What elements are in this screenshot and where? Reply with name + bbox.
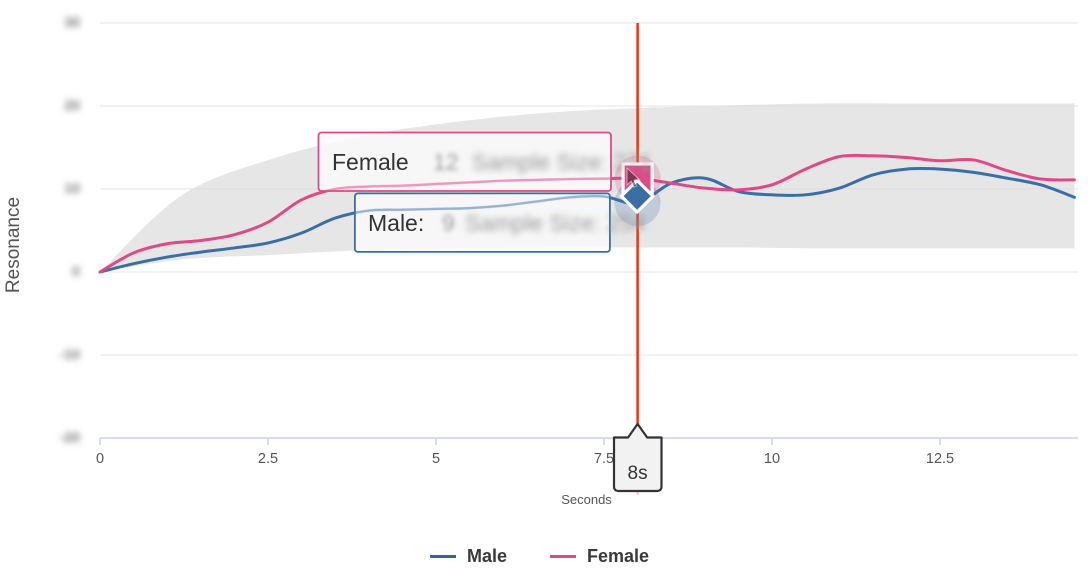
svg-text:Female: Female (332, 149, 409, 175)
svg-text:2.5: 2.5 (258, 451, 278, 467)
svg-text:5: 5 (432, 451, 440, 467)
svg-text:9: 9 (442, 210, 455, 236)
svg-text:Sample Size: 254: Sample Size: 254 (465, 210, 645, 236)
svg-text:30: 30 (64, 14, 80, 30)
svg-text:-20: -20 (60, 429, 80, 445)
svg-text:20: 20 (64, 97, 80, 113)
svg-text:7.5: 7.5 (594, 451, 614, 467)
svg-text:12: 12 (433, 149, 459, 175)
svg-text:10: 10 (764, 451, 780, 467)
svg-text:Male:: Male: (368, 210, 424, 236)
svg-text:0: 0 (96, 451, 104, 467)
svg-text:0: 0 (72, 263, 80, 279)
svg-text:8s: 8s (628, 463, 648, 484)
svg-text:Sample Size: 271: Sample Size: 271 (472, 149, 652, 175)
svg-text:10: 10 (64, 180, 80, 196)
svg-text:-10: -10 (60, 346, 80, 362)
svg-text:12.5: 12.5 (926, 451, 954, 467)
